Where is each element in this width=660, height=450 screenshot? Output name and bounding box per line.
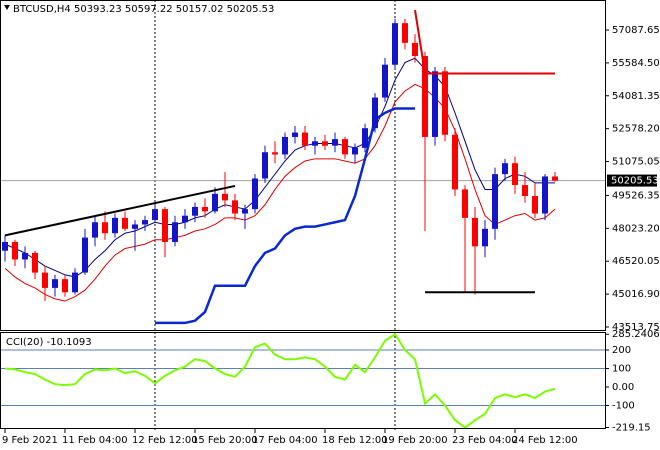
candle-body [112, 217, 118, 234]
candle-body [522, 185, 528, 197]
last-price-box [607, 174, 657, 187]
candle-body [232, 200, 238, 214]
candle-body [72, 272, 78, 293]
chart-title: BTCUSD,H4 50393.23 50597.22 50157.02 502… [13, 4, 274, 15]
candle-body [212, 193, 218, 212]
candle-body [442, 71, 448, 135]
last-price-label: 50205.53 [611, 176, 659, 187]
indicator-line [4, 332, 556, 429]
trend-line [4, 184, 236, 237]
candle-body [122, 217, 128, 229]
y-tick-label: 100 [612, 363, 631, 374]
y-tick-label: 46520.05 [612, 256, 660, 267]
y-tick-label: 43513.75 [612, 322, 660, 333]
candle-body [432, 71, 438, 137]
candle-body [162, 209, 168, 242]
indicator-line [4, 57, 555, 278]
symbol-icon [4, 5, 10, 10]
candle-body [272, 152, 278, 155]
y-tick-label: 45016.90 [612, 289, 660, 300]
candle-body [542, 176, 548, 214]
y-tick-label: 49526.35 [612, 190, 660, 201]
x-tick-label: 12 Feb 12:00 [132, 435, 198, 446]
candle-body [332, 139, 338, 146]
candle-body [242, 209, 248, 214]
y-tick-label: -219.15 [612, 422, 651, 433]
candle-body [22, 252, 28, 260]
y-tick-label: 55584.50 [612, 58, 660, 69]
candle-body [352, 147, 358, 155]
candle-body [512, 163, 518, 186]
candle-body [62, 279, 68, 293]
price-frame [0, 0, 606, 331]
candle-body [552, 176, 558, 181]
x-tick-label: 9 Feb 2021 [2, 435, 58, 446]
candle-body [412, 42, 418, 56]
y-tick-label: -100 [612, 400, 635, 411]
candle-body [422, 55, 428, 137]
x-tick-label: 24 Feb 12:00 [512, 435, 578, 446]
x-tick-label: 18 Feb 12:00 [322, 435, 388, 446]
x-tick-label: 15 Feb 20:00 [192, 435, 258, 446]
candle-body [292, 132, 298, 137]
y-tick-label: 51075.05 [612, 157, 660, 168]
candle-body [82, 237, 88, 273]
candle-body [372, 97, 378, 129]
candle-body [502, 163, 508, 175]
candle-body [402, 23, 408, 43]
trend-line [414, 9, 555, 75]
y-tick-label: 57087.65 [612, 25, 660, 36]
candle-body [182, 215, 188, 223]
x-tick-label: 19 Feb 20:00 [382, 435, 448, 446]
candle-body [172, 222, 178, 242]
candle-body [282, 136, 288, 155]
candle-body [92, 222, 98, 238]
y-tick-label: 285.2406 [612, 329, 660, 340]
indicator-line [155, 107, 415, 325]
candle-body [202, 206, 208, 212]
candle-body [42, 272, 48, 288]
y-tick-label: 0.00 [612, 382, 634, 393]
y-tick-label: 52578.20 [612, 124, 660, 135]
candle-body [2, 241, 8, 251]
candle-body [312, 141, 318, 146]
candle-body [262, 152, 268, 179]
candle-body [132, 224, 138, 229]
candle-body [12, 241, 18, 260]
candle-body [192, 206, 198, 216]
x-tick-label: 23 Feb 04:00 [452, 435, 518, 446]
candle-body [152, 209, 158, 221]
candle-body [222, 193, 228, 201]
cci-title: CCI(20) -10.1093 [6, 337, 92, 348]
y-tick-label: 54081.35 [612, 91, 660, 102]
candle-body [252, 178, 258, 210]
candle-body [142, 220, 148, 225]
candle-body [342, 139, 348, 155]
candle-body [392, 23, 398, 65]
candle-body [472, 217, 478, 247]
candle-body [452, 134, 458, 190]
candle-body [482, 228, 488, 247]
candle-body [462, 189, 468, 218]
candle-body [102, 222, 108, 234]
candle-body [32, 252, 38, 273]
y-tick-label: 200 [612, 345, 631, 356]
candle-body [322, 141, 328, 146]
indicator-line [4, 83, 556, 302]
candle-body [382, 64, 388, 98]
cci-frame [0, 332, 606, 429]
x-tick-label: 11 Feb 04:00 [62, 435, 128, 446]
x-tick-label: 17 Feb 04:00 [252, 435, 318, 446]
candle-body [52, 279, 58, 288]
candle-body [302, 132, 308, 146]
y-tick-label: 48023.20 [612, 223, 660, 234]
candle-body [532, 196, 538, 214]
price-pane: 57087.65 55584.50 54081.35 52578.20 51075.05… [0, 9, 660, 446]
candle-body [492, 174, 498, 229]
candle-body [362, 128, 368, 148]
cci-pane: 285.2406 200 100 0.00 -100 -219.15 [0, 329, 660, 433]
